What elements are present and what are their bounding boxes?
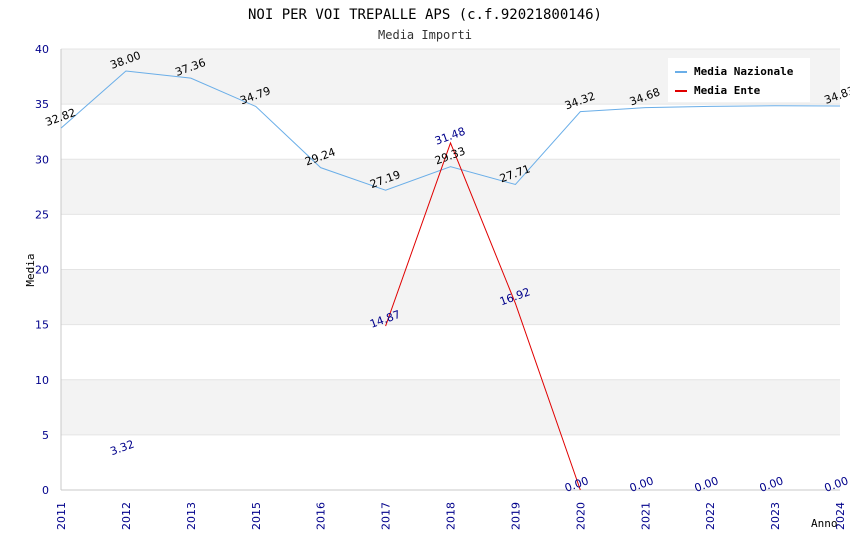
y-tick-label: 0 bbox=[42, 484, 49, 497]
x-tick-label: 2017 bbox=[380, 502, 393, 530]
x-tick-label: 2020 bbox=[574, 502, 587, 530]
y-tick-label: 20 bbox=[35, 264, 49, 277]
chart-subtitle: Media Importi bbox=[378, 28, 472, 42]
x-tick-label: 2019 bbox=[509, 502, 522, 530]
grid-band bbox=[61, 324, 840, 380]
grid-bands bbox=[61, 49, 840, 490]
grid-band bbox=[61, 159, 840, 215]
grid-band bbox=[61, 104, 840, 160]
grid-band bbox=[61, 434, 840, 490]
y-tick-label: 10 bbox=[35, 374, 49, 387]
x-tick-label: 2022 bbox=[704, 502, 717, 530]
x-tick-label: 2016 bbox=[315, 502, 328, 530]
y-tick-label: 30 bbox=[35, 153, 49, 166]
series-line-nazionale bbox=[60, 70, 841, 191]
x-tick-label: 2012 bbox=[120, 502, 133, 530]
x-axis-title: Anno bbox=[811, 517, 838, 530]
x-tick-label: 2011 bbox=[55, 502, 68, 530]
x-tick-label: 2023 bbox=[769, 502, 782, 530]
y-tick-label: 40 bbox=[35, 43, 49, 56]
series-lines bbox=[60, 70, 841, 491]
grid-band bbox=[61, 379, 840, 435]
y-tick-label: 35 bbox=[35, 98, 49, 111]
grid-band bbox=[61, 214, 840, 270]
legend-label-ente: Media Ente bbox=[694, 84, 761, 97]
legend-label-nazionale: Media Nazionale bbox=[694, 65, 794, 78]
x-tick-label: 2013 bbox=[185, 502, 198, 530]
y-tick-label: 5 bbox=[42, 429, 49, 442]
x-ticks: 2011 2012 2013 2015 2016 2017 2018 2019 2020 2021… bbox=[55, 502, 847, 530]
y-tick-label: 25 bbox=[35, 208, 49, 221]
y-ticks: 0 5 10 15 20 25 30 35 40 bbox=[35, 43, 49, 497]
y-axis-title: Media bbox=[24, 253, 37, 286]
chart-title: NOI PER VOI TREPALLE APS (c.f.9202180014… bbox=[248, 7, 602, 23]
legend: Media Nazionale Media Ente bbox=[668, 58, 810, 102]
x-tick-label: 2015 bbox=[250, 502, 263, 530]
x-tick-label: 2024 bbox=[834, 502, 847, 530]
x-tick-label: 2018 bbox=[445, 502, 458, 530]
grid-band bbox=[61, 269, 840, 325]
x-tick-label: 2021 bbox=[639, 502, 652, 530]
legend-box bbox=[668, 58, 810, 102]
axes bbox=[60, 49, 840, 491]
series-line-ente bbox=[385, 141, 581, 491]
y-tick-label: 15 bbox=[35, 319, 49, 332]
